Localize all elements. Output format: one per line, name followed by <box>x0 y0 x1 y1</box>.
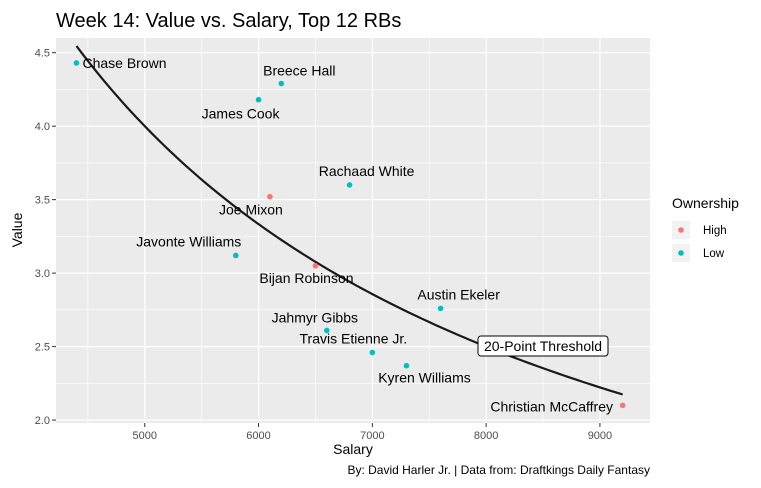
y-tick-label: 3.5 <box>35 195 50 207</box>
point-label: Chase Brown <box>82 55 166 71</box>
legend-label: Low <box>703 248 725 260</box>
x-tick-label: 8000 <box>474 430 498 442</box>
legend-title: Ownership <box>672 195 739 211</box>
y-tick-label: 4.0 <box>35 121 50 133</box>
data-point <box>267 193 273 200</box>
chart-title: Week 14: Value vs. Salary, Top 12 RBs <box>56 10 401 32</box>
data-point <box>232 252 239 259</box>
point-label: Javonte Williams <box>136 233 241 249</box>
plot-panel <box>56 38 650 423</box>
data-point <box>312 262 319 269</box>
x-axis-title: Salary <box>333 441 373 457</box>
threshold-label-box <box>477 335 609 357</box>
data-point <box>437 305 444 312</box>
chart-caption: By: David Harler Jr. | Data from: Draftk… <box>347 463 650 477</box>
data-point <box>278 80 285 87</box>
y-tick-label: 3.0 <box>35 268 50 280</box>
data-point <box>324 327 330 334</box>
data-point <box>369 349 376 356</box>
data-point <box>255 96 262 103</box>
grid-minor <box>56 38 650 423</box>
legend-items: High Low <box>672 221 727 262</box>
point-label: Travis Etienne Jr. <box>300 330 408 346</box>
y-axis-title: Value <box>9 212 25 247</box>
point-label: Austin Ekeler <box>417 286 500 302</box>
x-tick-label: 5000 <box>133 430 157 442</box>
point-label: Kyren Williams <box>378 370 471 386</box>
data-point <box>403 362 410 369</box>
point-label: Rachaad White <box>319 163 415 179</box>
data-point <box>346 182 353 188</box>
threshold-annotation: 20-Point Threshold <box>477 335 609 357</box>
y-tick-label: 2.5 <box>35 342 50 354</box>
legend: Ownership High Low <box>672 195 739 262</box>
point-label: Christian McCaffrey <box>490 398 613 414</box>
x-tick-label: 6000 <box>246 430 270 442</box>
point-label: James Cook <box>202 106 281 122</box>
threshold-curve <box>75 45 624 396</box>
y-tick-label: 2.0 <box>35 415 50 427</box>
grid-major <box>56 38 650 423</box>
x-tick-label: 9000 <box>588 430 612 442</box>
point-label: Jahmyr Gibbs <box>272 309 358 325</box>
legend-label: High <box>703 225 727 237</box>
data-points <box>73 60 626 409</box>
data-point <box>73 60 80 66</box>
y-axis-ticks: 2.0 2.5 3.0 3.5 4.0 4.5 <box>35 48 56 427</box>
point-labels: Chase Brown Breece Hall James Cook Rachaad … <box>82 55 613 414</box>
point-label: Breece Hall <box>263 63 335 79</box>
x-axis-ticks: 5000 6000 7000 8000 9000 <box>133 423 612 442</box>
threshold-label: 20-Point Threshold <box>484 338 602 354</box>
data-point <box>619 402 626 409</box>
point-label: Joe Mixon <box>219 202 283 218</box>
legend-swatch <box>678 250 684 256</box>
point-label: Bijan Robinson <box>259 270 353 286</box>
x-tick-label: 7000 <box>360 430 384 442</box>
y-tick-label: 4.5 <box>35 48 50 60</box>
legend-swatch <box>678 227 684 233</box>
